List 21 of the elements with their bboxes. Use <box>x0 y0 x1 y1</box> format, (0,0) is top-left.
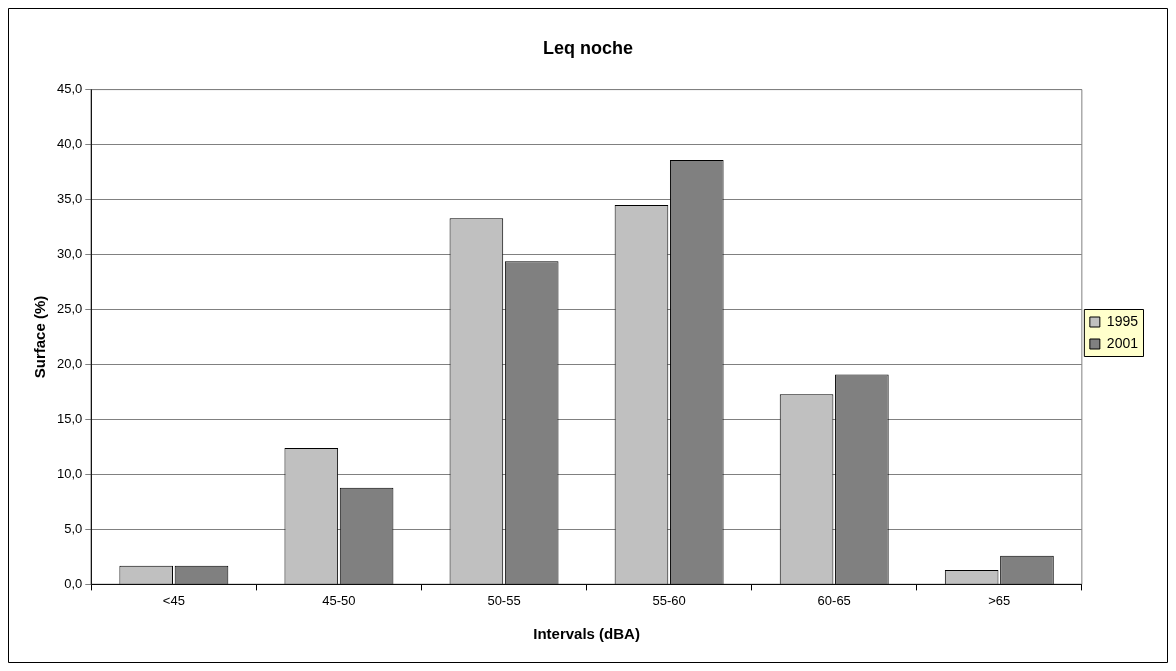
legend-label: 1995 <box>1106 312 1139 329</box>
y-tick-label: 5,0 <box>64 521 83 536</box>
y-tick-label: 45,0 <box>56 81 83 97</box>
y-tick-label: 20,0 <box>56 356 83 372</box>
y-tick-label: 0,0 <box>64 575 83 591</box>
y-tick-label: 10,0 <box>56 466 83 482</box>
y-axis-title: Surface (%) <box>31 295 49 379</box>
y-tick-label: 40,0 <box>56 136 83 152</box>
legend-label: 2001 <box>1106 334 1139 351</box>
y-tick-label: 15,0 <box>56 411 83 427</box>
x-tick-label: 55-60 <box>652 592 686 608</box>
x-axis-title: Intervals (dBA) <box>533 625 640 643</box>
y-tick-label: 30,0 <box>56 246 83 262</box>
y-tick-label: 25,0 <box>56 301 83 317</box>
x-tick-label: >65 <box>988 592 1011 608</box>
chart-title: Leq noche <box>542 37 634 58</box>
x-tick-label: 60-65 <box>817 592 851 608</box>
y-tick-label: 35,0 <box>56 191 83 207</box>
x-tick-label: <45 <box>162 592 185 608</box>
x-tick-label: 50-55 <box>487 592 521 608</box>
x-tick-label: 45-50 <box>322 592 356 608</box>
